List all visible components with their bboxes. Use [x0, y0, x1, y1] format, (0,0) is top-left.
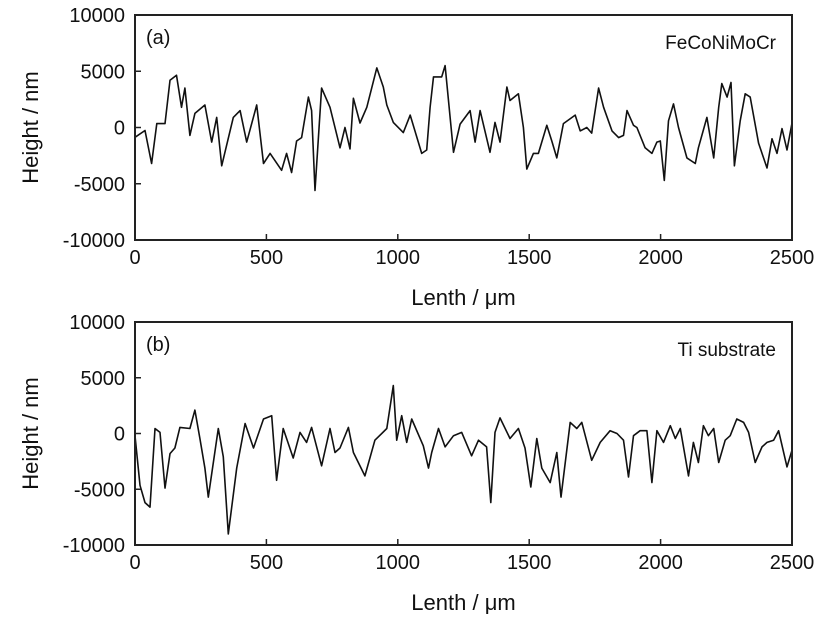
x-tick-label: 0 [129, 247, 140, 269]
y-tick-label: -10000 [63, 230, 125, 252]
y-axis-title: Height / nm [18, 377, 43, 490]
x-tick-label: 1500 [507, 552, 552, 574]
series-line [134, 384, 793, 535]
x-tick-label: 1000 [376, 247, 421, 269]
y-tick-label: -10000 [63, 535, 125, 557]
y-tick-label: 5000 [81, 368, 126, 390]
y-tick-label: -5000 [74, 174, 125, 196]
panel-label: (a) [146, 27, 170, 49]
y-tick-label: 10000 [69, 5, 125, 27]
x-tick-label: 2000 [638, 552, 683, 574]
x-tick-label: 2500 [770, 247, 815, 269]
y-tick-label: 5000 [81, 61, 126, 83]
x-tick-label: 500 [250, 247, 283, 269]
series-legend: FeCoNiMoCr [665, 33, 777, 54]
y-tick-label: 10000 [69, 312, 125, 334]
panel-label: (b) [146, 334, 170, 356]
x-tick-label: 0 [129, 552, 140, 574]
x-tick-label: 500 [250, 552, 283, 574]
y-tick-label: -5000 [74, 479, 125, 501]
x-tick-label: 1000 [376, 552, 421, 574]
x-axis-title: Lenth / μm [411, 285, 515, 310]
y-axis-title: Height / nm [18, 71, 43, 184]
x-tick-label: 2500 [770, 552, 815, 574]
series-line [134, 64, 793, 192]
x-tick-label: 2000 [638, 247, 683, 269]
x-axis-title: Lenth / μm [411, 590, 515, 615]
y-tick-label: 0 [114, 424, 125, 446]
x-tick-label: 1500 [507, 247, 552, 269]
series-legend: Ti substrate [677, 340, 776, 361]
y-tick-label: 0 [114, 118, 125, 140]
